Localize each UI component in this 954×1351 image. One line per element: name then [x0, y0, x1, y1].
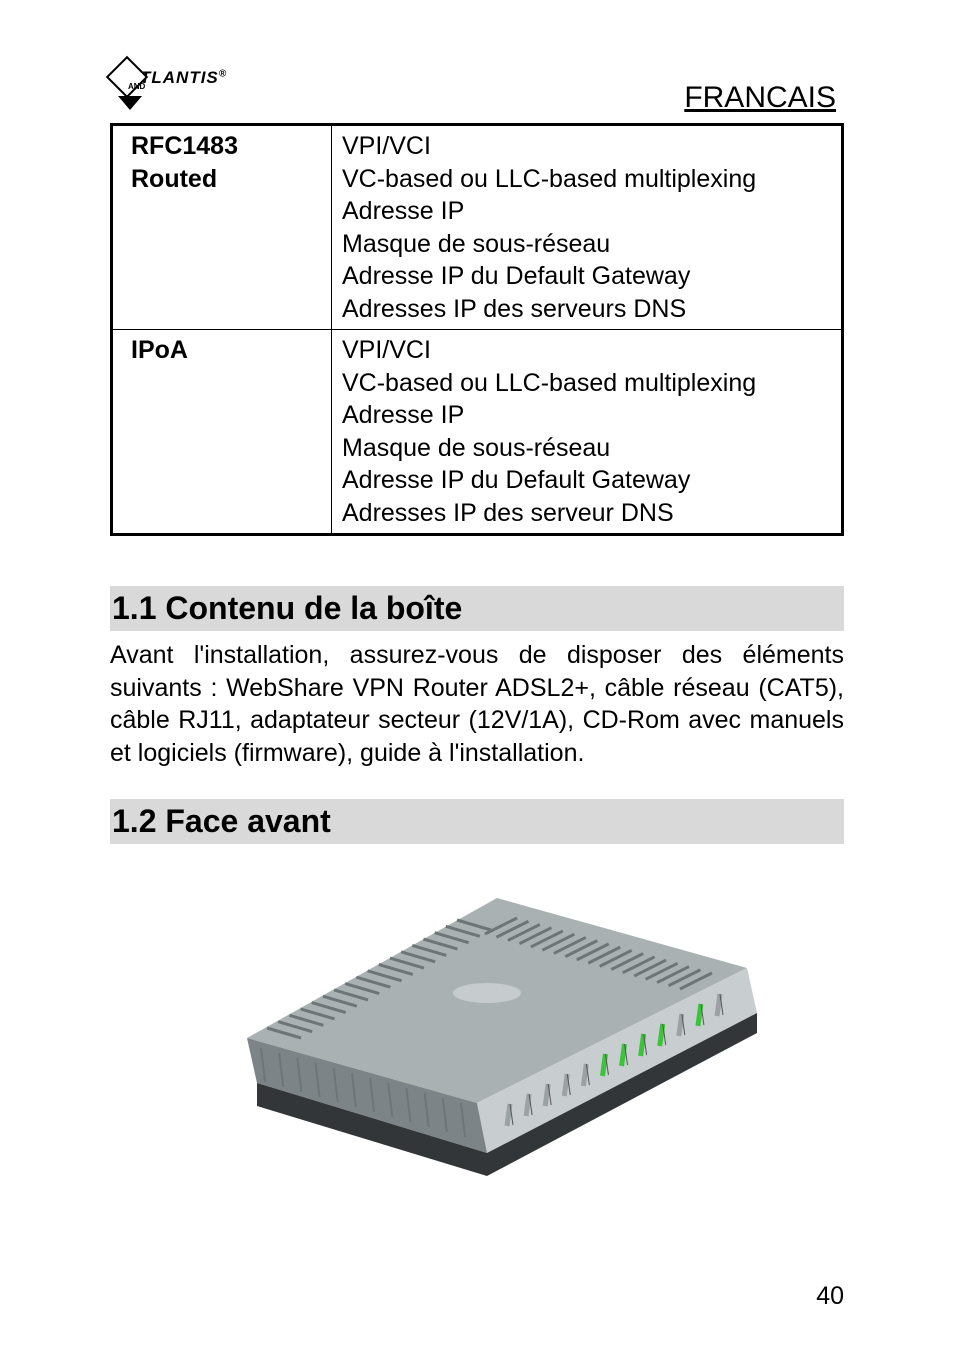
language-label: FRANCAIS: [684, 81, 844, 115]
router-illustration: [157, 858, 797, 1198]
logo-subtext: AND: [128, 82, 145, 91]
param-label-cell: RFC1483Routed: [112, 125, 332, 330]
logo-registered: ®: [219, 68, 227, 79]
logo-main: TLANTIS: [140, 68, 219, 87]
logo-text: TLANTIS®: [140, 68, 227, 88]
section-heading-1-1: 1.1 Contenu de la boîte: [110, 586, 844, 631]
param-value-cell: VPI/VCIVC-based ou LLC-based multiplexin…: [332, 125, 843, 330]
table-row: IPoAVPI/VCIVC-based ou LLC-based multipl…: [112, 330, 843, 535]
arrow-down-icon: [118, 96, 142, 110]
param-label-cell: IPoA: [112, 330, 332, 535]
brand-logo: TLANTIS® AND: [110, 60, 260, 115]
table-row: RFC1483RoutedVPI/VCIVC-based ou LLC-base…: [112, 125, 843, 330]
section-heading-1-2: 1.2 Face avant: [110, 799, 844, 844]
param-value-cell: VPI/VCIVC-based ou LLC-based multiplexin…: [332, 330, 843, 535]
section-body-1-1: Avant l'installation, assurez-vous de di…: [110, 639, 844, 769]
router-figure: [110, 858, 844, 1198]
params-table: RFC1483RoutedVPI/VCIVC-based ou LLC-base…: [110, 123, 844, 536]
page-number: 40: [816, 1282, 844, 1311]
